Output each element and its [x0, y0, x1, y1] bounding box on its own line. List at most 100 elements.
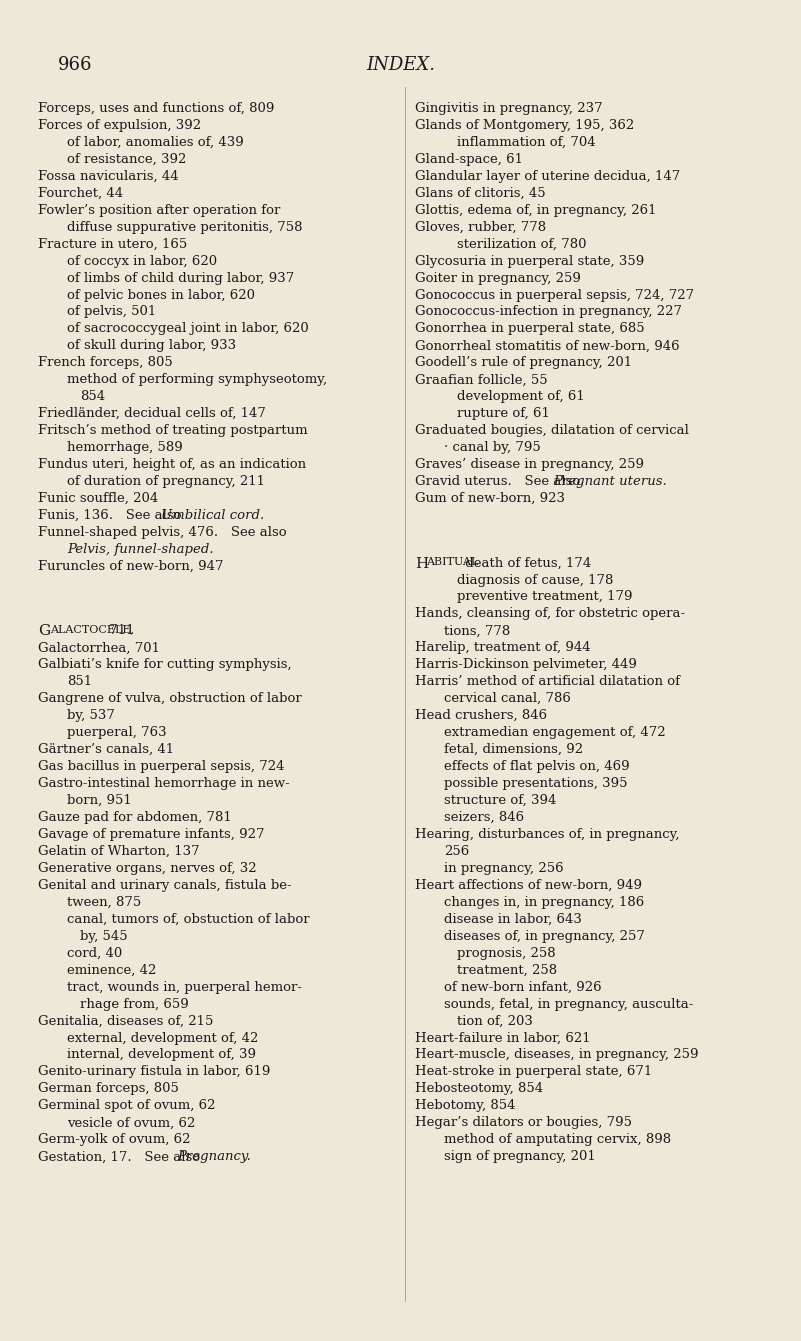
Text: 966: 966 [58, 56, 92, 74]
Text: tract, wounds in, puerperal hemor-: tract, wounds in, puerperal hemor- [67, 980, 302, 994]
Text: Pregnant uterus.: Pregnant uterus. [553, 475, 667, 488]
Text: · canal by, 795: · canal by, 795 [444, 441, 541, 455]
Text: French forceps, 805: French forceps, 805 [38, 357, 173, 369]
Text: Hebosteotomy, 854: Hebosteotomy, 854 [415, 1082, 543, 1096]
Text: Gas bacillus in puerperal sepsis, 724: Gas bacillus in puerperal sepsis, 724 [38, 760, 285, 774]
Text: Funis, 136.   See also: Funis, 136. See also [38, 510, 186, 522]
Text: method of amputating cervix, 898: method of amputating cervix, 898 [444, 1133, 671, 1147]
Text: eminence, 42: eminence, 42 [67, 964, 157, 976]
Text: 711: 711 [105, 625, 134, 637]
Text: Fritsch’s method of treating postpartum: Fritsch’s method of treating postpartum [38, 424, 308, 437]
Text: Graves’ disease in pregnancy, 259: Graves’ disease in pregnancy, 259 [415, 459, 644, 471]
Text: Pregnancy.: Pregnancy. [177, 1151, 251, 1163]
Text: INDEX.: INDEX. [366, 56, 435, 74]
Text: Glans of clitoris, 45: Glans of clitoris, 45 [415, 186, 545, 200]
Text: Fourchet, 44: Fourchet, 44 [38, 186, 123, 200]
Text: death of fetus, 174: death of fetus, 174 [461, 557, 591, 570]
Text: Generative organs, nerves of, 32: Generative organs, nerves of, 32 [38, 862, 257, 874]
Text: Hebotomy, 854: Hebotomy, 854 [415, 1100, 515, 1113]
Text: sounds, fetal, in pregnancy, ausculta-: sounds, fetal, in pregnancy, ausculta- [444, 998, 693, 1011]
Text: by, 545: by, 545 [80, 929, 127, 943]
Text: Genitalia, diseases of, 215: Genitalia, diseases of, 215 [38, 1015, 214, 1027]
Text: of pelvis, 501: of pelvis, 501 [67, 306, 156, 318]
Text: Goodell’s rule of pregnancy, 201: Goodell’s rule of pregnancy, 201 [415, 357, 632, 369]
Text: Fundus uteri, height of, as an indication: Fundus uteri, height of, as an indicatio… [38, 459, 307, 471]
Text: by, 537: by, 537 [67, 709, 115, 723]
Text: cord, 40: cord, 40 [67, 947, 123, 960]
Text: Harris’ method of artificial dilatation of: Harris’ method of artificial dilatation … [415, 676, 680, 688]
Text: Gelatin of Wharton, 137: Gelatin of Wharton, 137 [38, 845, 200, 858]
Text: of skull during labor, 933: of skull during labor, 933 [67, 339, 236, 353]
Text: Heart-muscle, diseases, in pregnancy, 259: Heart-muscle, diseases, in pregnancy, 25… [415, 1049, 698, 1062]
Text: Head crushers, 846: Head crushers, 846 [415, 709, 547, 723]
Text: tions, 778: tions, 778 [444, 625, 510, 637]
Text: of labor, anomalies of, 439: of labor, anomalies of, 439 [67, 135, 244, 149]
Text: 851: 851 [67, 676, 92, 688]
Text: Gärtner’s canals, 41: Gärtner’s canals, 41 [38, 743, 175, 756]
Text: Gonorrheal stomatitis of new-born, 946: Gonorrheal stomatitis of new-born, 946 [415, 339, 679, 353]
Text: born, 951: born, 951 [67, 794, 132, 807]
Text: Galbiati’s knife for cutting symphysis,: Galbiati’s knife for cutting symphysis, [38, 658, 292, 672]
Text: Gonococcus-infection in pregnancy, 227: Gonococcus-infection in pregnancy, 227 [415, 306, 682, 318]
Text: of pelvic bones in labor, 620: of pelvic bones in labor, 620 [67, 288, 256, 302]
Text: H: H [415, 557, 429, 570]
Text: method of performing symphyseotomy,: method of performing symphyseotomy, [67, 373, 328, 386]
Text: extramedian engagement of, 472: extramedian engagement of, 472 [444, 727, 666, 739]
Text: sterilization of, 780: sterilization of, 780 [457, 237, 586, 251]
Text: Germinal spot of ovum, 62: Germinal spot of ovum, 62 [38, 1100, 216, 1113]
Text: Gravid uterus.   See also: Gravid uterus. See also [415, 475, 585, 488]
Text: 256: 256 [444, 845, 469, 858]
Text: Umbilical cord.: Umbilical cord. [161, 510, 264, 522]
Text: disease in labor, 643: disease in labor, 643 [444, 913, 582, 925]
Text: Harris-Dickinson pelvimeter, 449: Harris-Dickinson pelvimeter, 449 [415, 658, 637, 672]
Text: cervical canal, 786: cervical canal, 786 [444, 692, 570, 705]
Text: Genito-urinary fistula in labor, 619: Genito-urinary fistula in labor, 619 [38, 1066, 271, 1078]
Text: structure of, 394: structure of, 394 [444, 794, 556, 807]
Text: rhage from, 659: rhage from, 659 [80, 998, 189, 1011]
Text: diagnosis of cause, 178: diagnosis of cause, 178 [457, 574, 613, 586]
Text: Graafian follicle, 55: Graafian follicle, 55 [415, 373, 548, 386]
Text: Pelvis, funnel-shaped.: Pelvis, funnel-shaped. [67, 543, 214, 557]
Text: Gastro-intestinal hemorrhage in new-: Gastro-intestinal hemorrhage in new- [38, 776, 290, 790]
Text: Gingivitis in pregnancy, 237: Gingivitis in pregnancy, 237 [415, 102, 602, 115]
Text: Gavage of premature infants, 927: Gavage of premature infants, 927 [38, 827, 265, 841]
Text: diffuse suppurative peritonitis, 758: diffuse suppurative peritonitis, 758 [67, 221, 303, 233]
Text: development of, 61: development of, 61 [457, 390, 584, 404]
Text: of resistance, 392: of resistance, 392 [67, 153, 187, 166]
Text: Galactorrhea, 701: Galactorrhea, 701 [38, 641, 160, 654]
Text: treatment, 258: treatment, 258 [457, 964, 557, 976]
Text: ABITUAL: ABITUAL [426, 557, 479, 566]
Text: G: G [38, 625, 50, 638]
Text: internal, development of, 39: internal, development of, 39 [67, 1049, 256, 1062]
Text: Hegar’s dilators or bougies, 795: Hegar’s dilators or bougies, 795 [415, 1116, 632, 1129]
Text: Goiter in pregnancy, 259: Goiter in pregnancy, 259 [415, 272, 581, 284]
Text: Germ-yolk of ovum, 62: Germ-yolk of ovum, 62 [38, 1133, 191, 1147]
Text: Gonorrhea in puerperal state, 685: Gonorrhea in puerperal state, 685 [415, 322, 645, 335]
Text: Graduated bougies, dilatation of cervical: Graduated bougies, dilatation of cervica… [415, 424, 689, 437]
Text: Furuncles of new-born, 947: Furuncles of new-born, 947 [38, 561, 224, 573]
Text: of new-born infant, 926: of new-born infant, 926 [444, 980, 602, 994]
Text: Hands, cleansing of, for obstetric opera-: Hands, cleansing of, for obstetric opera… [415, 607, 685, 621]
Text: seizers, 846: seizers, 846 [444, 811, 524, 823]
Text: effects of flat pelvis on, 469: effects of flat pelvis on, 469 [444, 760, 630, 774]
Text: Funic souffle, 204: Funic souffle, 204 [38, 492, 159, 506]
Text: Fossa navicularis, 44: Fossa navicularis, 44 [38, 170, 179, 182]
Text: tween, 875: tween, 875 [67, 896, 142, 909]
Text: Gum of new-born, 923: Gum of new-born, 923 [415, 492, 565, 506]
Text: Gauze pad for abdomen, 781: Gauze pad for abdomen, 781 [38, 811, 232, 823]
Text: Hearing, disturbances of, in pregnancy,: Hearing, disturbances of, in pregnancy, [415, 827, 679, 841]
Text: sign of pregnancy, 201: sign of pregnancy, 201 [444, 1151, 595, 1163]
Text: Heat-stroke in puerperal state, 671: Heat-stroke in puerperal state, 671 [415, 1066, 652, 1078]
Text: vesicle of ovum, 62: vesicle of ovum, 62 [67, 1116, 195, 1129]
Text: Gestation, 17.   See also: Gestation, 17. See also [38, 1151, 205, 1163]
Text: Harelip, treatment of, 944: Harelip, treatment of, 944 [415, 641, 590, 654]
Text: tion of, 203: tion of, 203 [457, 1015, 533, 1027]
Text: ALACTOCELE,: ALACTOCELE, [50, 625, 134, 634]
Text: prognosis, 258: prognosis, 258 [457, 947, 555, 960]
Text: of limbs of child during labor, 937: of limbs of child during labor, 937 [67, 272, 295, 284]
Text: canal, tumors of, obstuction of labor: canal, tumors of, obstuction of labor [67, 913, 310, 925]
Text: preventive treatment, 179: preventive treatment, 179 [457, 590, 632, 603]
Text: of sacrococcygeal joint in labor, 620: of sacrococcygeal joint in labor, 620 [67, 322, 309, 335]
Text: of duration of pregnancy, 211: of duration of pregnancy, 211 [67, 475, 265, 488]
Text: 854: 854 [80, 390, 105, 404]
